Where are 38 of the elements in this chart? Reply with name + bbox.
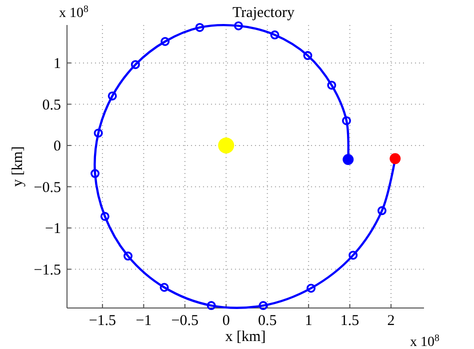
point xyxy=(234,21,243,30)
chart-title: Trajectory xyxy=(232,5,295,21)
text: x 10$^{8}$ xyxy=(59,4,88,21)
point xyxy=(303,51,312,60)
y-axis-title: y [km] xyxy=(10,146,26,187)
y-tick-label: −1 xyxy=(45,221,61,238)
text: x 10$^{8}$ xyxy=(410,332,440,349)
point xyxy=(160,37,170,46)
y-tick-label: 0.5 xyxy=(42,97,61,114)
x-axis-title: x [km] xyxy=(225,329,266,345)
x-tick-label: −1.5 xyxy=(88,313,116,329)
x-tick-label: 0 xyxy=(222,313,230,329)
point xyxy=(206,301,216,310)
x-tick-label: 1 xyxy=(304,313,312,329)
point xyxy=(130,60,140,70)
point xyxy=(94,128,103,138)
point xyxy=(258,301,268,310)
point xyxy=(327,80,336,90)
point xyxy=(160,282,169,292)
x-tick-label: 2 xyxy=(387,313,395,329)
point xyxy=(348,250,358,260)
point xyxy=(124,252,133,261)
y-tick-label: −0.5 xyxy=(34,180,61,196)
point xyxy=(100,212,110,221)
point xyxy=(195,22,204,32)
y-tick-label: 1 xyxy=(54,56,61,72)
y-tick-label: −1.5 xyxy=(34,262,61,278)
point xyxy=(306,284,316,293)
point xyxy=(108,91,117,100)
x-tick-label: −0.5 xyxy=(171,313,199,329)
y-tick-label: 0 xyxy=(54,138,61,155)
point xyxy=(342,116,351,126)
point xyxy=(377,206,386,216)
x-tick-label: 1.5 xyxy=(340,313,360,329)
point xyxy=(90,169,100,178)
x-tick-label: 0.5 xyxy=(258,313,277,329)
x-tick-label: −1 xyxy=(136,313,152,329)
point xyxy=(270,30,280,40)
